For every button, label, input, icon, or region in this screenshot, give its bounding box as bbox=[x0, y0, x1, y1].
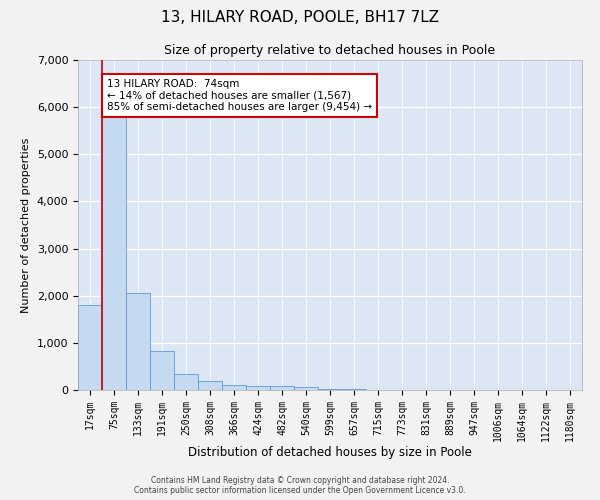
Title: Size of property relative to detached houses in Poole: Size of property relative to detached ho… bbox=[164, 44, 496, 58]
Y-axis label: Number of detached properties: Number of detached properties bbox=[21, 138, 31, 312]
Bar bbox=[126, 294, 150, 390]
Bar bbox=[78, 305, 102, 390]
X-axis label: Distribution of detached houses by size in Poole: Distribution of detached houses by size … bbox=[188, 446, 472, 460]
Bar bbox=[270, 386, 294, 390]
Bar bbox=[318, 388, 342, 390]
Text: Contains HM Land Registry data © Crown copyright and database right 2024.
Contai: Contains HM Land Registry data © Crown c… bbox=[134, 476, 466, 495]
Bar bbox=[102, 116, 126, 390]
Text: 13, HILARY ROAD, POOLE, BH17 7LZ: 13, HILARY ROAD, POOLE, BH17 7LZ bbox=[161, 10, 439, 25]
Bar bbox=[294, 386, 318, 390]
Bar bbox=[342, 389, 366, 390]
Bar bbox=[198, 382, 222, 390]
Bar bbox=[246, 386, 270, 390]
Bar bbox=[222, 385, 246, 390]
Text: 13 HILARY ROAD:  74sqm
← 14% of detached houses are smaller (1,567)
85% of semi-: 13 HILARY ROAD: 74sqm ← 14% of detached … bbox=[107, 79, 372, 112]
Bar bbox=[150, 352, 174, 390]
Bar bbox=[174, 374, 198, 390]
